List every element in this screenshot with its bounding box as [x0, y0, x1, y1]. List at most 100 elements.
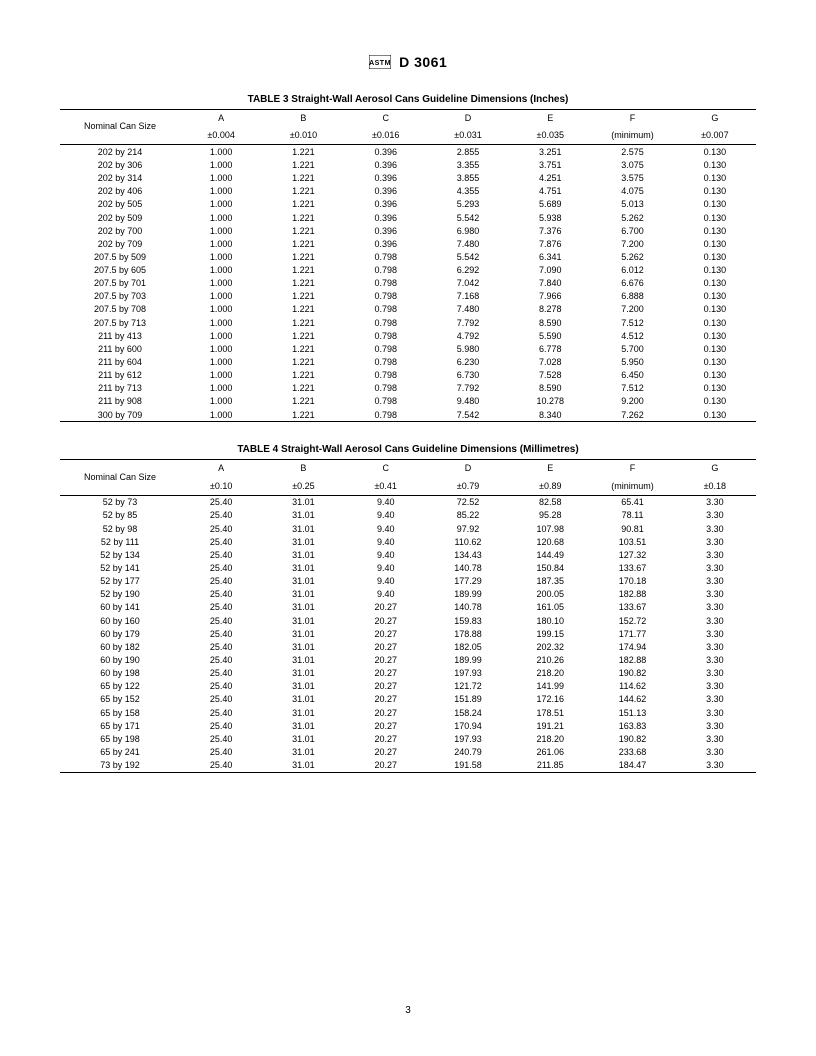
cell-value: 1.221 [262, 382, 344, 395]
cell-value: 3.30 [674, 653, 756, 666]
table3-col-e-tol: ±0.035 [509, 127, 591, 145]
cell-value: 2.855 [427, 145, 509, 159]
cell-value: 31.01 [262, 627, 344, 640]
cell-value: 10.278 [509, 395, 591, 408]
cell-value: 97.92 [427, 522, 509, 535]
cell-value: 95.28 [509, 509, 591, 522]
cell-value: 7.480 [427, 303, 509, 316]
cell-size: 60 by 198 [60, 667, 180, 680]
cell-value: 25.40 [180, 745, 262, 758]
cell-value: 7.376 [509, 224, 591, 237]
cell-value: 141.99 [509, 680, 591, 693]
cell-value: 0.798 [345, 382, 427, 395]
cell-value: 3.575 [591, 172, 673, 185]
cell-value: 151.13 [591, 706, 673, 719]
cell-value: 0.396 [345, 145, 427, 159]
cell-size: 52 by 98 [60, 522, 180, 535]
table4-col-e-label: E [509, 460, 591, 478]
table-row: 211 by 6041.0001.2210.7986.2307.0285.950… [60, 356, 756, 369]
cell-value: 140.78 [427, 561, 509, 574]
cell-value: 25.40 [180, 640, 262, 653]
cell-value: 189.99 [427, 653, 509, 666]
cell-value: 197.93 [427, 667, 509, 680]
table-row: 211 by 9081.0001.2210.7989.48010.2789.20… [60, 395, 756, 408]
cell-value: 1.221 [262, 158, 344, 171]
cell-value: 0.130 [674, 250, 756, 263]
cell-value: 170.18 [591, 575, 673, 588]
table-row: 207.5 by 7031.0001.2210.7987.1687.9666.8… [60, 290, 756, 303]
cell-value: 127.32 [591, 548, 673, 561]
cell-value: 158.24 [427, 706, 509, 719]
cell-value: 202.32 [509, 640, 591, 653]
cell-value: 1.221 [262, 408, 344, 422]
cell-value: 1.000 [180, 250, 262, 263]
cell-value: 25.40 [180, 509, 262, 522]
table-row: 211 by 6001.0001.2210.7985.9806.7785.700… [60, 342, 756, 355]
cell-value: 200.05 [509, 588, 591, 601]
cell-size: 60 by 190 [60, 653, 180, 666]
cell-size: 65 by 152 [60, 693, 180, 706]
cell-value: 1.000 [180, 277, 262, 290]
cell-value: 1.221 [262, 185, 344, 198]
cell-value: 6.700 [591, 224, 673, 237]
cell-value: 1.221 [262, 329, 344, 342]
table3-body: 202 by 2141.0001.2210.3962.8553.2512.575… [60, 145, 756, 422]
cell-value: 1.000 [180, 342, 262, 355]
cell-value: 0.130 [674, 382, 756, 395]
cell-value: 1.000 [180, 369, 262, 382]
cell-value: 240.79 [427, 745, 509, 758]
cell-value: 7.512 [591, 382, 673, 395]
cell-value: 170.94 [427, 719, 509, 732]
table-row: 60 by 19025.4031.0120.27189.99210.26182.… [60, 653, 756, 666]
cell-value: 3.355 [427, 158, 509, 171]
cell-size: 202 by 505 [60, 198, 180, 211]
cell-value: 3.30 [674, 561, 756, 574]
table3-col-a-tol: ±0.004 [180, 127, 262, 145]
table-row: 207.5 by 7131.0001.2210.7987.7928.5907.5… [60, 316, 756, 329]
cell-value: 9.40 [345, 509, 427, 522]
cell-value: 9.200 [591, 395, 673, 408]
cell-value: 8.278 [509, 303, 591, 316]
cell-value: 6.292 [427, 264, 509, 277]
cell-value: 0.798 [345, 250, 427, 263]
cell-value: 25.40 [180, 759, 262, 773]
cell-value: 3.30 [674, 640, 756, 653]
table-row: 300 by 7091.0001.2210.7987.5428.3407.262… [60, 408, 756, 422]
cell-size: 60 by 160 [60, 614, 180, 627]
cell-value: 25.40 [180, 522, 262, 535]
cell-value: 3.751 [509, 158, 591, 171]
table-row: 60 by 18225.4031.0120.27182.05202.32174.… [60, 640, 756, 653]
cell-value: 218.20 [509, 667, 591, 680]
table-row: 65 by 19825.4031.0120.27197.93218.20190.… [60, 732, 756, 745]
cell-value: 5.542 [427, 211, 509, 224]
table-row: 207.5 by 7081.0001.2210.7987.4808.2787.2… [60, 303, 756, 316]
cell-value: 9.40 [345, 535, 427, 548]
cell-value: 31.01 [262, 719, 344, 732]
table-row: 211 by 6121.0001.2210.7986.7307.5286.450… [60, 369, 756, 382]
cell-value: 20.27 [345, 719, 427, 732]
cell-value: 178.88 [427, 627, 509, 640]
cell-value: 25.40 [180, 548, 262, 561]
table-row: 52 by 13425.4031.019.40134.43144.49127.3… [60, 548, 756, 561]
table3-header: Nominal Can Size A B C D E F G ±0.004 ±0… [60, 109, 756, 145]
cell-size: 300 by 709 [60, 408, 180, 422]
table-row: 60 by 17925.4031.0120.27178.88199.15171.… [60, 627, 756, 640]
cell-value: 134.43 [427, 548, 509, 561]
cell-value: 31.01 [262, 706, 344, 719]
cell-value: 1.000 [180, 145, 262, 159]
cell-value: 184.47 [591, 759, 673, 773]
cell-value: 4.355 [427, 185, 509, 198]
cell-value: 0.130 [674, 342, 756, 355]
cell-value: 5.938 [509, 211, 591, 224]
cell-value: 0.396 [345, 172, 427, 185]
cell-value: 0.130 [674, 408, 756, 422]
cell-value: 25.40 [180, 706, 262, 719]
cell-value: 6.980 [427, 224, 509, 237]
cell-value: 25.40 [180, 561, 262, 574]
cell-value: 218.20 [509, 732, 591, 745]
cell-value: 5.542 [427, 250, 509, 263]
cell-value: 180.10 [509, 614, 591, 627]
cell-value: 3.855 [427, 172, 509, 185]
table3-col-b-tol: ±0.010 [262, 127, 344, 145]
cell-value: 1.000 [180, 185, 262, 198]
